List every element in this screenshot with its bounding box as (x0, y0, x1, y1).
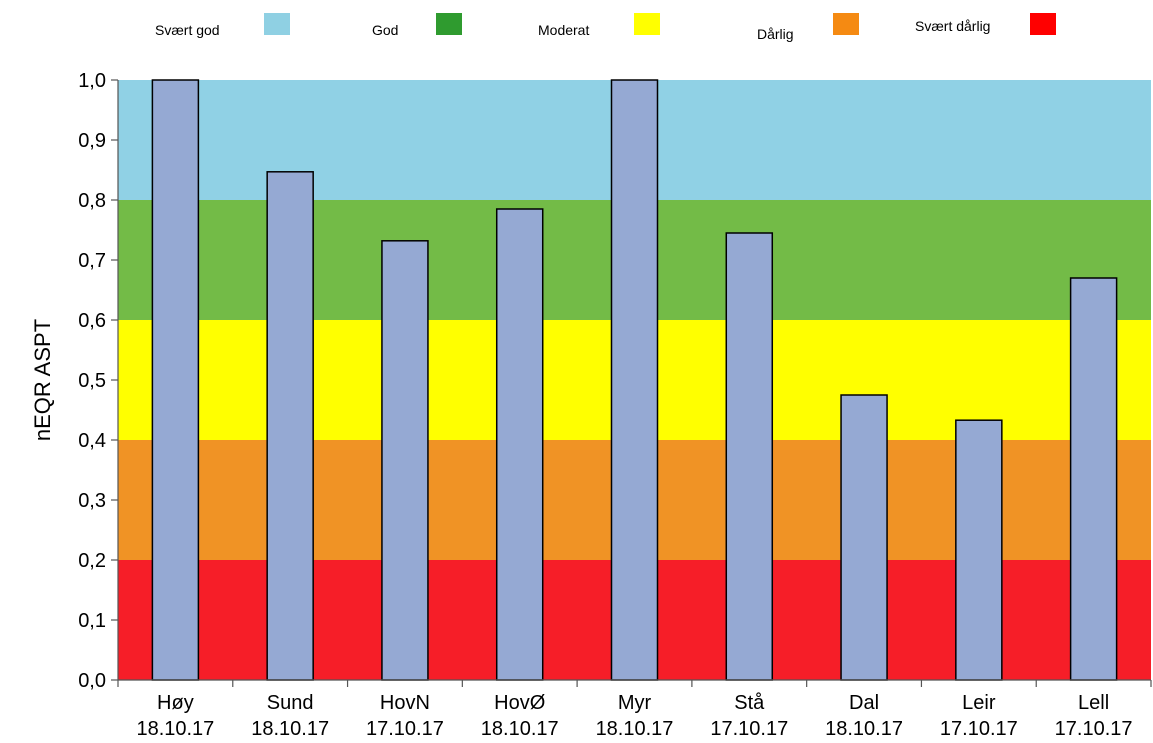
legend-label-svaert-god: Svært god (155, 22, 220, 38)
y-tick-label: 0,7 (78, 250, 106, 272)
legend-swatch-god (436, 13, 462, 35)
x-tick-labels: Høy 18.10.17 Sund 18.10.17 HovN 17.10.17 HovØ 1… (136, 692, 1132, 740)
bar-6 (840, 394, 888, 681)
legend-label-svaert-darlig: Svært dårlig (915, 18, 991, 34)
axes (111, 79, 1152, 687)
y-tick-label: 0,1 (78, 610, 106, 632)
x-tick-label-name: Stå (734, 692, 765, 714)
bar-4 (610, 79, 659, 681)
chart-legend: Svært god God Moderat Dårlig Svært dårli… (0, 0, 1153, 50)
legend-label-darlig: Dårlig (757, 26, 794, 42)
bar-8 (1069, 277, 1118, 681)
x-tick-label-name: Dal (849, 692, 879, 714)
y-tick-label: 0,8 (78, 190, 106, 212)
x-tick-label-name: Sund (267, 692, 314, 714)
x-tick-label-date: 18.10.17 (596, 718, 674, 740)
x-tick-label-date: 17.10.17 (940, 718, 1018, 740)
y-tick-labels: 0,0 0,1 0,2 0,3 0,4 0,5 0,6 0,7 0,8 0,9 1,0 (78, 70, 106, 692)
legend-swatch-moderat (634, 13, 660, 35)
x-tick-label-name: Lell (1078, 692, 1109, 714)
bars (151, 79, 1118, 681)
x-tick-label-name: Leir (962, 692, 996, 714)
x-tick-label-date: 18.10.17 (136, 718, 214, 740)
y-tick-label: 0,4 (78, 430, 106, 452)
legend-swatch-svaert-darlig (1030, 13, 1056, 35)
y-tick-label: 0,2 (78, 550, 106, 572)
bar-2 (381, 240, 429, 681)
bar-3 (495, 208, 544, 681)
bar-7 (955, 419, 1003, 681)
bar-1 (266, 171, 314, 681)
y-tick-label: 1,0 (78, 70, 106, 92)
bar-5 (725, 232, 774, 681)
x-tick-label-date: 18.10.17 (481, 718, 559, 740)
bar-0 (151, 79, 200, 681)
y-tick-label: 0,9 (78, 130, 106, 152)
legend-swatch-svaert-god (264, 13, 290, 35)
x-tick-label-name: Høy (157, 692, 194, 714)
y-tick-label: 0,0 (78, 670, 106, 692)
x-tick-label-name: HovØ (494, 692, 545, 714)
y-tick-label: 0,6 (78, 310, 106, 332)
y-tick-label: 0,3 (78, 490, 106, 512)
y-tick-label: 0,5 (78, 370, 106, 392)
x-tick-label-date: 17.10.17 (1055, 718, 1133, 740)
x-tick-label-date: 17.10.17 (710, 718, 788, 740)
x-tick-label-date: 17.10.17 (366, 718, 444, 740)
x-tick-label-date: 18.10.17 (251, 718, 329, 740)
legend-label-moderat: Moderat (538, 22, 590, 38)
x-tick-label-name: Myr (618, 692, 652, 714)
x-tick-label-date: 18.10.17 (825, 718, 903, 740)
x-tick-label-name: HovN (380, 692, 430, 714)
legend-label-god: God (372, 22, 399, 38)
y-axis-label: nEQR ASPT (30, 319, 55, 441)
legend-swatch-darlig (833, 13, 859, 35)
